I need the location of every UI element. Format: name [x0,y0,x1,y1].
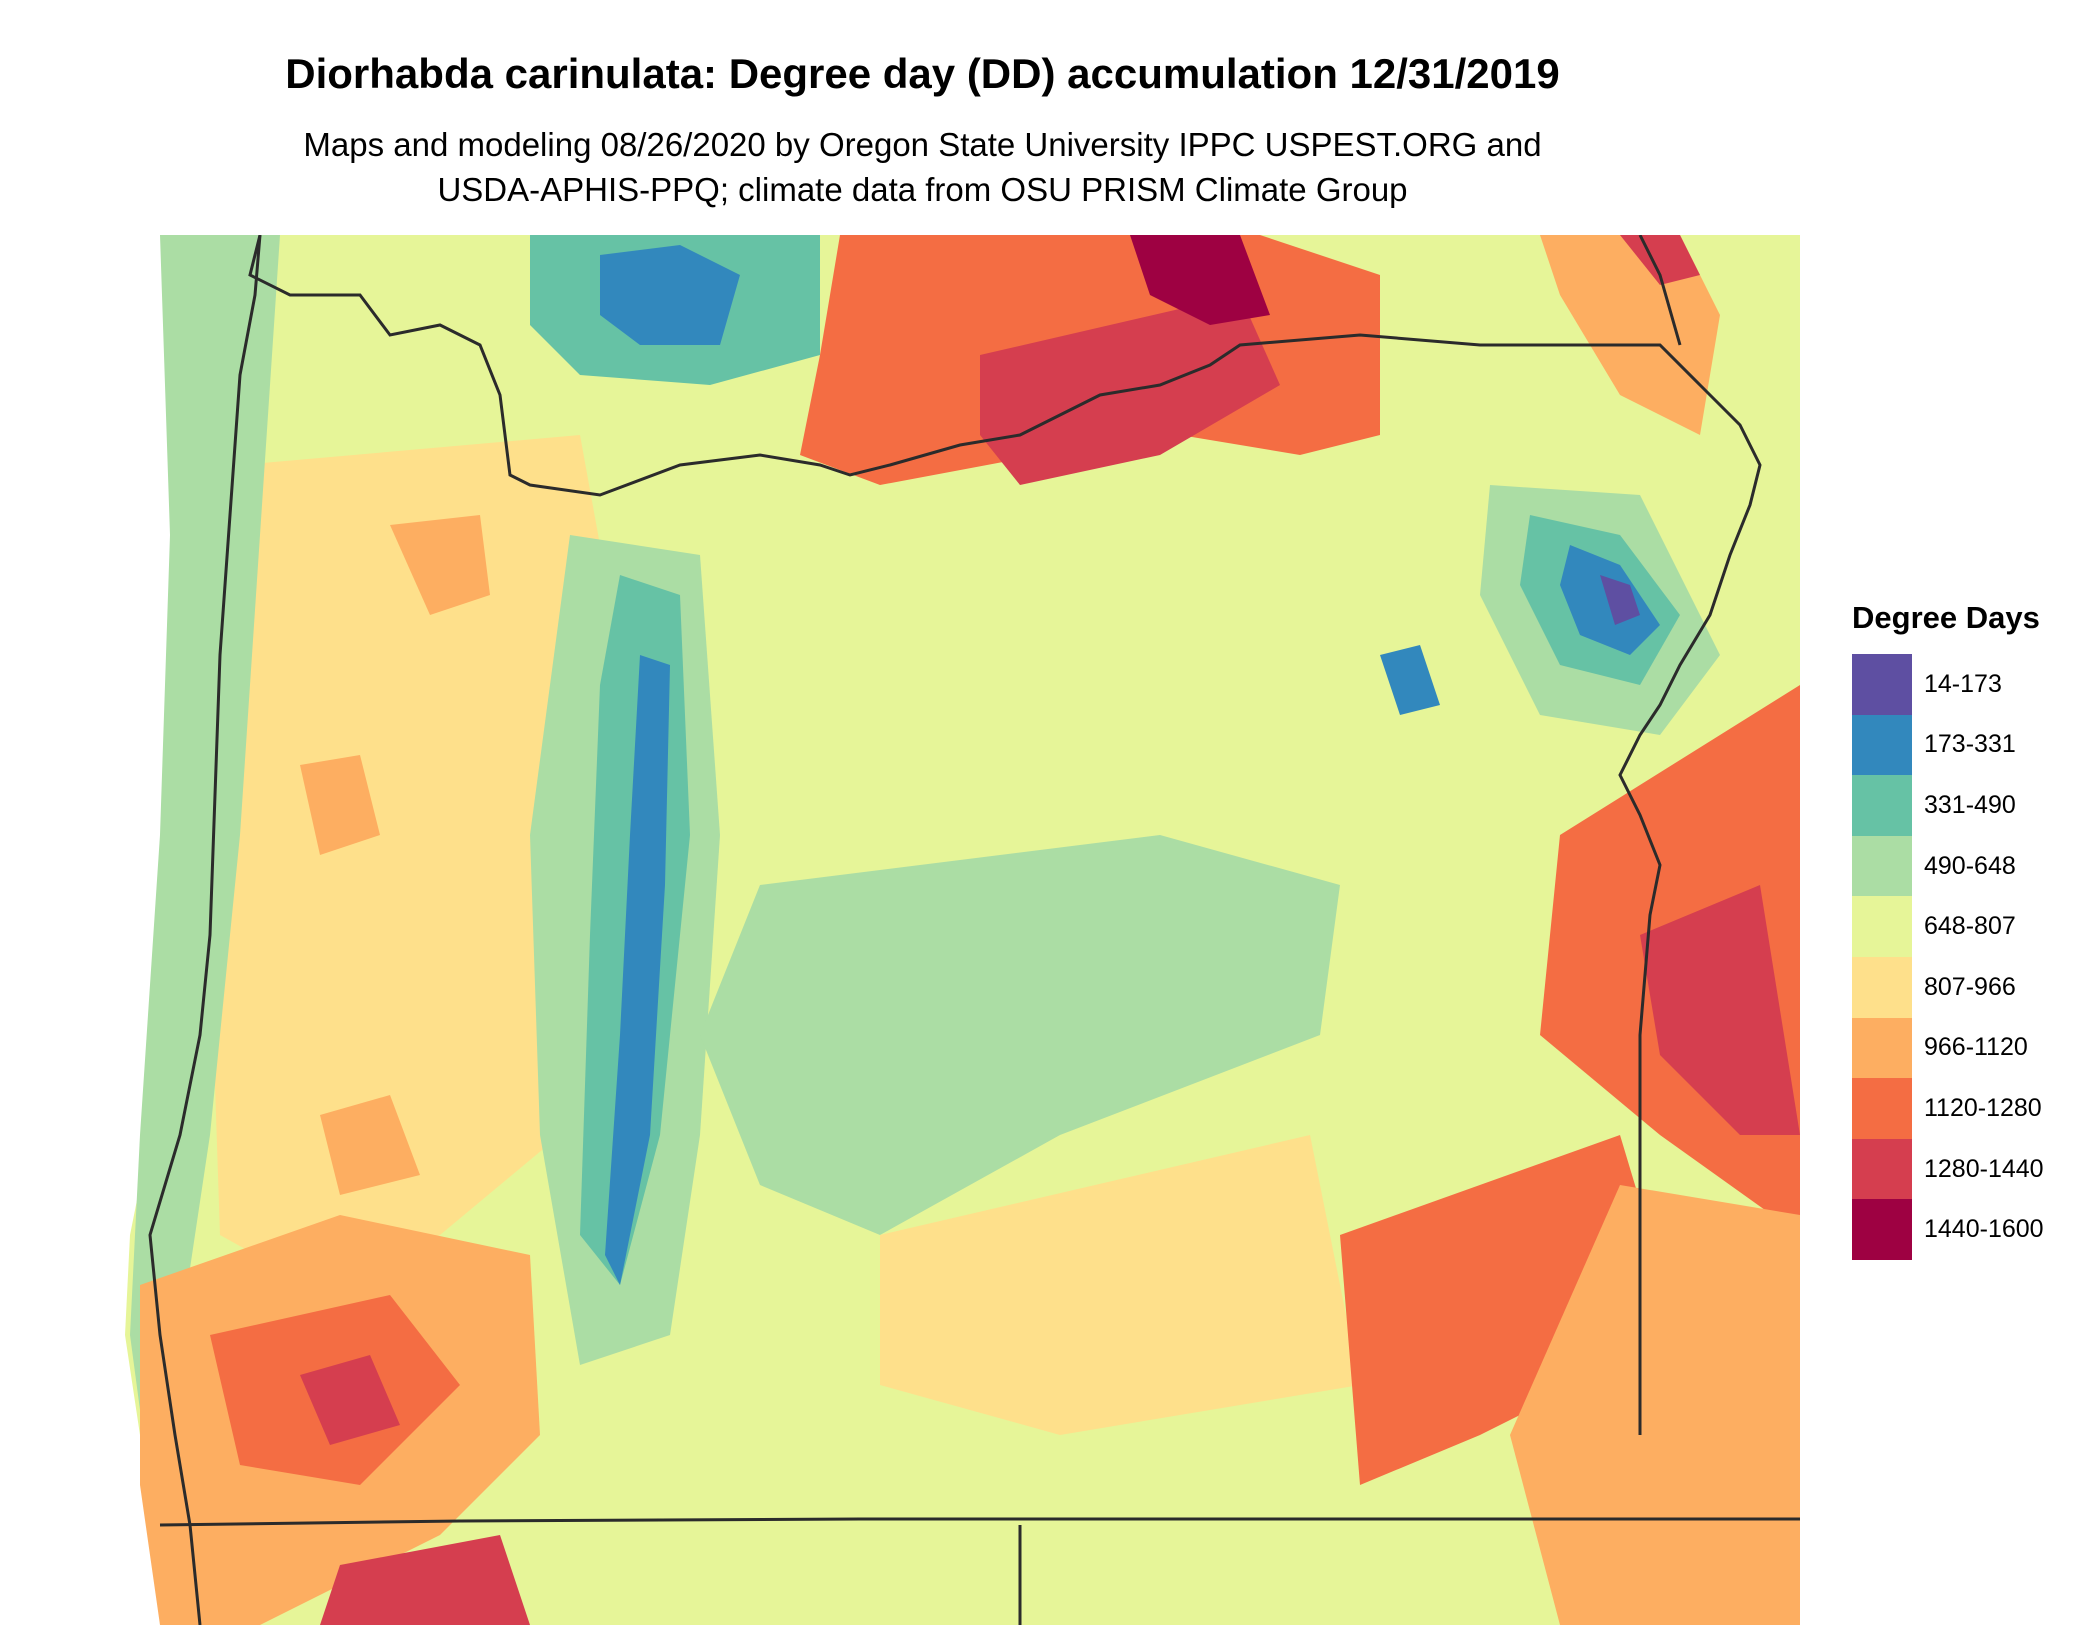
legend-item: 1440-1600 [1852,1199,2082,1260]
legend-swatch [1852,835,1912,897]
zone-ne-orange [1540,235,1720,435]
legend-swatch [1852,714,1912,776]
legend-label: 1280-1440 [1924,1154,2044,1183]
legend-item: 1120-1280 [1852,1078,2082,1139]
raster-field [125,235,1800,1625]
zone-east-red [1640,885,1800,1135]
legend-item: 490-648 [1852,835,2082,897]
legend-swatch [1852,1078,1912,1139]
map-subtitle: Maps and modeling 08/26/2020 by Oregon S… [0,122,1845,212]
legend-label: 331-490 [1924,790,2016,819]
zone-central-blue [1380,645,1440,715]
legend-item: 331-490 [1852,775,2082,836]
legend-label: 14-173 [1924,669,2002,698]
legend-label: 966-1120 [1924,1033,2028,1062]
legend-swatch [1852,654,1912,715]
legend-label: 648-807 [1924,912,2016,941]
zone-west-orange-a [390,515,490,615]
zone-cascades-blue [605,655,670,1285]
legend-item: 807-966 [1852,956,2082,1018]
degree-day-map [125,235,1800,1625]
legend-item: 1280-1440 [1852,1138,2082,1200]
legend-label: 807-966 [1924,972,2016,1001]
legend-label: 173-331 [1924,730,2016,759]
legend-item: 648-807 [1852,896,2082,957]
map-title: Diorhabda carinulata: Degree day (DD) ac… [285,50,1560,97]
oregon-california-nevada-border [159,1517,1800,1527]
legend-swatch [1852,1199,1912,1260]
subtitle-line-2: USDA-APHIS-PPQ; climate data from OSU PR… [437,171,1408,208]
subtitle-line-1: Maps and modeling 08/26/2020 by Oregon S… [303,126,1542,163]
legend-item: 173-331 [1852,714,2082,776]
legend-swatch [1852,1138,1912,1200]
legend-item: 966-1120 [1852,1017,2082,1079]
legend-swatch [1852,896,1912,957]
zone-north-blue [600,245,740,345]
oregon-washington-border [248,235,1762,1435]
pacific-coastline [148,235,262,1625]
legend-title: Degree Days [1852,600,2040,635]
zone-se-orange [1340,1135,1680,1485]
zone-se-orange-light [1510,1185,1800,1625]
legend-label: 1120-1280 [1924,1093,2042,1122]
zone-west-orange-b [300,755,380,855]
map-legend: Degree Days 14-173 173-331 331-490 490-6… [1852,600,2082,1260]
zone-blue-mtn-purple [1600,575,1640,625]
zone-gorge-darkred [1130,235,1270,325]
zone-sw-red [300,1355,400,1445]
zone-central-green [700,835,1340,1235]
legend-swatch [1852,775,1912,836]
zone-central-south-yellow [880,1135,1360,1435]
state-boundaries [148,235,1800,1625]
zone-west-valley [210,435,620,1285]
legend-label: 1440-1600 [1924,1215,2044,1244]
zone-sw-bottom-red [320,1535,530,1625]
legend-swatch [1852,956,1912,1018]
legend-item: 14-173 [1852,654,2082,715]
zone-west-orange-c [320,1095,420,1195]
legend-swatch [1852,1017,1912,1079]
legend-items: 14-173 173-331 331-490 490-648 648-807 8… [1852,654,2082,1260]
legend-label: 490-648 [1924,851,2016,880]
oregon-idaho-border-east [1638,235,1682,346]
zone-ne-red [1620,235,1700,285]
